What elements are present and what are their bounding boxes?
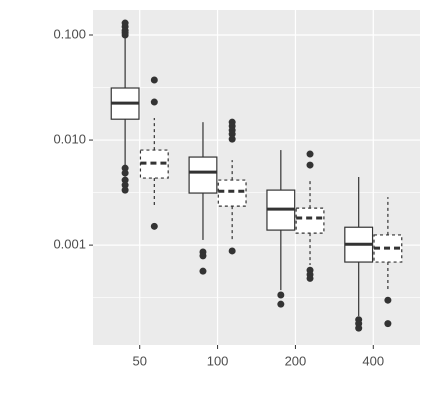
outlier xyxy=(199,267,207,275)
outlier xyxy=(121,169,129,177)
outlier xyxy=(150,222,158,230)
outlier xyxy=(121,186,129,194)
outlier xyxy=(277,291,285,299)
y-tick-label: 0.001 xyxy=(53,237,86,252)
x-tick-label: 50 xyxy=(132,353,146,368)
x-tick-label: 400 xyxy=(362,353,384,368)
outlier xyxy=(384,320,392,328)
box xyxy=(295,207,325,234)
x-tick-label: 200 xyxy=(285,353,307,368)
x-tick-label: 100 xyxy=(207,353,229,368)
outlier xyxy=(228,135,236,143)
outlier xyxy=(228,130,236,138)
outlier xyxy=(199,252,207,260)
outlier xyxy=(384,296,392,304)
outlier xyxy=(121,176,129,184)
box xyxy=(217,179,247,207)
outlier xyxy=(306,150,314,158)
outlier xyxy=(150,76,158,84)
outlier xyxy=(306,161,314,169)
outlier xyxy=(121,181,129,189)
box xyxy=(188,156,218,194)
outlier xyxy=(150,98,158,106)
y-tick-label: 0.010 xyxy=(53,131,86,146)
outlier xyxy=(277,300,285,308)
outlier xyxy=(306,274,314,282)
outlier xyxy=(355,324,363,332)
outlier xyxy=(121,164,129,172)
outlier xyxy=(228,247,236,255)
y-tick-label: 0.100 xyxy=(53,26,86,41)
outlier xyxy=(121,31,129,39)
